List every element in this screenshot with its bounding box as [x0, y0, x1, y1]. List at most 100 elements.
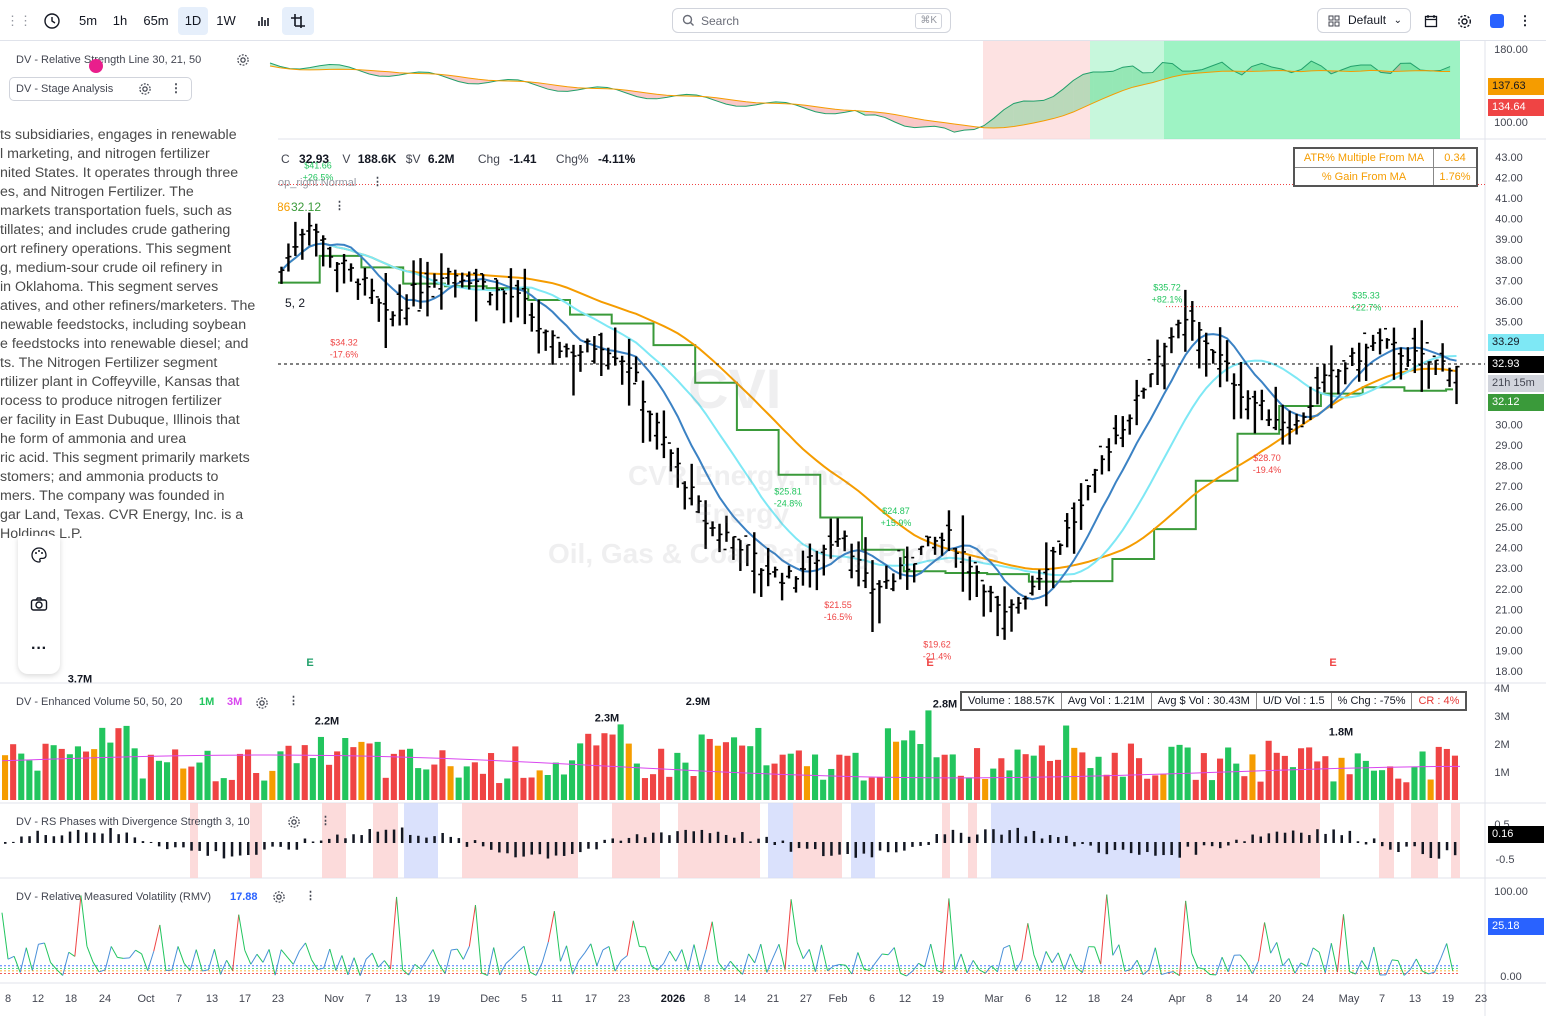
interval-1w[interactable]: 1W: [216, 13, 236, 28]
ohlc-bar: [1425, 342, 1432, 389]
volume-bar: [682, 762, 689, 800]
interval-5m[interactable]: 5m: [78, 13, 98, 28]
more-icon[interactable]: ⋮: [1518, 13, 1532, 28]
rmv-segment: [711, 921, 719, 963]
rmv-gear-icon[interactable]: [272, 890, 286, 907]
rs-phases-gear-icon[interactable]: [287, 815, 301, 832]
rs-phases-more-icon[interactable]: ⋮: [320, 815, 331, 827]
phase-bar: [895, 842, 898, 853]
phase-bar: [409, 834, 412, 843]
ma-more-icon[interactable]: ⋮: [334, 200, 345, 212]
volume-bar: [334, 751, 341, 800]
volume-bar: [787, 753, 794, 800]
phase-bar: [498, 842, 501, 853]
palette-icon[interactable]: [30, 546, 48, 567]
ohlc-bar: [438, 253, 445, 310]
volume-gear-icon[interactable]: [255, 696, 269, 713]
phase-bar: [101, 833, 104, 843]
volume-bar: [463, 766, 470, 800]
rmv-segment: [1324, 943, 1332, 973]
volume-bar: [261, 780, 268, 800]
volume-label: V: [342, 152, 351, 166]
phase-bar: [773, 842, 776, 846]
ohlc-bar: [862, 537, 869, 589]
layout-selector[interactable]: Default ⌄: [1317, 8, 1411, 33]
rs-line-legend[interactable]: DV - Relative Strength Line 30, 21, 50: [16, 54, 202, 66]
clock-icon[interactable]: [38, 7, 66, 35]
rmv-segment: [98, 969, 106, 973]
volume-bar: [1095, 756, 1102, 800]
chart-type-icon[interactable]: [250, 7, 278, 35]
ohlc-bar: [1432, 355, 1439, 376]
rmv-segment: [359, 958, 367, 976]
stage-gear-icon[interactable]: [138, 82, 152, 99]
volume-bar: [1298, 748, 1305, 800]
volume-bar: [204, 750, 211, 800]
ohlc-bar: [570, 344, 577, 396]
camera-icon[interactable]: [30, 596, 48, 615]
rmv-segment: [572, 960, 580, 975]
rmv-segment: [195, 949, 203, 972]
interval-1h[interactable]: 1h: [112, 13, 128, 28]
stat-label: ATR% Multiple From MA: [1295, 149, 1434, 167]
more-horizontal-icon[interactable]: ···: [31, 640, 47, 657]
phase-bar: [263, 842, 266, 850]
rmv-segment: [730, 960, 737, 969]
rmv-legend[interactable]: DV - Relative Measured Volatility (RMV): [16, 891, 212, 903]
phase-bar: [368, 829, 371, 843]
rmv-segment: [802, 949, 810, 959]
phase-bar: [311, 841, 315, 843]
volume-bar: [1249, 754, 1256, 800]
rmv-segment: [1355, 960, 1363, 975]
phase-bar: [506, 842, 509, 854]
search-input[interactable]: Search ⌘K: [672, 8, 951, 33]
phase-bar: [1227, 842, 1230, 846]
calendar-icon[interactable]: [1420, 7, 1442, 35]
phase-bar: [44, 835, 47, 843]
rmv-segment: [396, 896, 404, 970]
ohlc-bar: [1370, 334, 1377, 351]
rmv-segment: [226, 960, 234, 971]
rmv-segment: [924, 943, 932, 968]
color-swatch-icon[interactable]: [1488, 7, 1506, 35]
volume-bar: [1322, 756, 1329, 800]
description-line: ts. The Nitrogen Fertilizer segment: [0, 355, 218, 371]
time-axis-label: 12: [32, 993, 44, 1005]
phase-bar: [1186, 842, 1190, 847]
rmv-segment: [141, 953, 149, 971]
compare-icon[interactable]: [282, 7, 314, 35]
stage-more-icon[interactable]: ⋮: [170, 81, 182, 95]
stage-analysis-legend-box[interactable]: DV - Stage Analysis ⋮: [9, 77, 192, 101]
ohlc-bar: [1265, 409, 1272, 427]
rs-phases-legend[interactable]: DV - RS Phases with Divergence Strength …: [16, 816, 250, 828]
stat-value: 1.76%: [1439, 171, 1471, 183]
price-axis-label: 28.00: [1495, 460, 1523, 472]
rmv-segment: [954, 953, 962, 971]
phase-bar: [797, 842, 801, 849]
rmv-segment: [311, 959, 319, 970]
gear-icon[interactable]: [1453, 7, 1475, 35]
drag-handle-icon[interactable]: ⋮⋮: [6, 13, 32, 28]
volume-bar: [488, 753, 495, 800]
volume-more-icon[interactable]: ⋮: [288, 695, 299, 707]
description-line: markets transportation fuels, such as: [0, 203, 232, 219]
rmv-segment: [742, 953, 750, 975]
phase-bar: [1138, 842, 1141, 855]
rs-settings-gear-icon[interactable]: [236, 53, 250, 70]
volume-bar: [585, 733, 592, 800]
ohlc-bar: [473, 268, 480, 322]
interval-65m[interactable]: 65m: [143, 13, 169, 28]
interval-1d[interactable]: 1D: [178, 7, 208, 35]
time-axis-label: 17: [239, 993, 251, 1005]
avg-volume-stat: Avg Vol : 1.21M: [1062, 693, 1152, 709]
volume-legend[interactable]: DV - Enhanced Volume 50, 50, 20: [16, 696, 183, 708]
overlay-more-icon[interactable]: ⋮: [372, 176, 383, 188]
volume-bar: [1152, 775, 1159, 800]
rmv-more-icon[interactable]: ⋮: [305, 890, 316, 902]
ohlc-bar: [396, 284, 403, 326]
overlay-legend[interactable]: op_right Normal: [278, 177, 357, 189]
ohlc-bar: [890, 573, 897, 592]
time-axis-label: 18: [1088, 993, 1100, 1005]
rmv-segment: [845, 965, 853, 975]
